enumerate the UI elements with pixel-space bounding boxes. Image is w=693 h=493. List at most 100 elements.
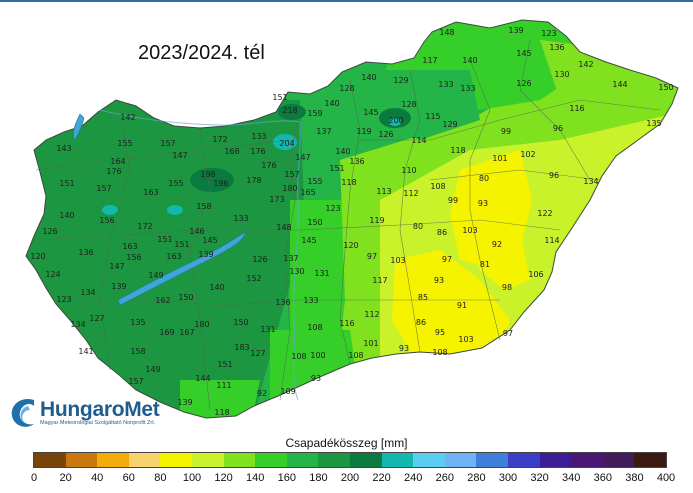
station-value: 131 [314, 269, 329, 278]
station-value: 133 [233, 214, 248, 223]
legend-color-swatch [97, 453, 129, 467]
station-value: 126 [378, 130, 393, 139]
legend-tick-label: 40 [91, 472, 104, 484]
station-value: 116 [569, 104, 584, 113]
station-value: 128 [339, 84, 354, 93]
station-value: 96 [549, 171, 559, 180]
station-value: 139 [111, 282, 126, 291]
station-value: 150 [178, 293, 193, 302]
legend-color-swatch [539, 453, 572, 467]
station-value: 86 [437, 228, 447, 237]
station-value: 80 [413, 222, 423, 231]
station-value: 146 [189, 227, 204, 236]
station-value: 147 [172, 151, 187, 160]
legend-color-swatch [191, 453, 224, 467]
legend-tick-label: 300 [498, 472, 518, 484]
station-value: 144 [195, 374, 210, 383]
legend-color-swatch [349, 453, 382, 467]
station-value: 169 [159, 328, 174, 337]
station-value: 108 [348, 351, 363, 360]
hungaromet-swirl-icon [11, 398, 34, 427]
legend-color-swatch [602, 453, 635, 467]
station-value: 150 [233, 318, 248, 327]
station-value: 106 [528, 270, 543, 279]
station-value: 123 [541, 29, 556, 38]
legend-color-swatch [634, 453, 666, 467]
station-value: 176 [261, 161, 276, 170]
station-value: 92 [492, 240, 502, 249]
legend-tick-label: 180 [309, 472, 328, 484]
station-value: 117 [372, 276, 387, 285]
station-value: 136 [549, 43, 564, 52]
station-value: 176 [250, 147, 265, 156]
legend-tick-label: 380 [625, 472, 644, 484]
station-value: 103 [462, 226, 477, 235]
station-value: 168 [224, 147, 239, 156]
station-value: 96 [553, 124, 563, 133]
station-value: 135 [646, 119, 661, 128]
station-value: 137 [316, 127, 331, 136]
station-value: 159 [307, 109, 322, 118]
legend-color-swatch [34, 453, 66, 467]
station-value: 139 [177, 398, 192, 407]
station-value: 129 [442, 120, 457, 129]
station-value: 126 [252, 255, 267, 264]
station-value: 142 [578, 60, 593, 69]
legend-tick-label: 320 [530, 472, 549, 484]
station-value: 156 [99, 216, 114, 225]
station-value: 120 [30, 252, 45, 261]
station-value: 140 [335, 147, 350, 156]
logo-subtitle: Magyar Meteorológiai Szolgáltató Nonprof… [40, 420, 156, 426]
station-value: 129 [393, 76, 408, 85]
legend-tick-label: 20 [59, 472, 72, 484]
station-value: 108 [432, 348, 447, 357]
station-value: 167 [179, 328, 194, 337]
station-value: 163 [122, 242, 137, 251]
legend-color-swatch [444, 453, 477, 467]
station-value: 112 [364, 310, 379, 319]
legend-tick-label: 160 [277, 472, 296, 484]
station-value: 141 [78, 347, 93, 356]
station-value: 140 [59, 211, 74, 220]
legend-tick-label: 120 [214, 472, 233, 484]
station-value: 126 [42, 227, 57, 236]
station-value: 117 [422, 56, 437, 65]
station-value: 155 [117, 139, 132, 148]
legend-tick-label: 260 [435, 472, 454, 484]
station-value: 111 [216, 381, 231, 390]
station-value: 151 [272, 93, 287, 102]
lake-balaton [117, 231, 247, 306]
station-value: 204 [279, 139, 294, 148]
station-value: 148 [439, 28, 454, 37]
station-value: 145 [516, 49, 531, 58]
station-value: 123 [56, 295, 71, 304]
legend-tick-label: 240 [404, 472, 423, 484]
legend-color-swatch [160, 453, 192, 467]
station-value: 128 [401, 100, 416, 109]
station-value: 102 [520, 150, 535, 159]
station-value: 152 [246, 274, 261, 283]
legend-tick-label: 200 [340, 472, 360, 484]
station-value: 108 [307, 323, 322, 332]
legend-color-swatch [318, 453, 350, 467]
station-value: 151 [217, 360, 232, 369]
station-value: 180 [194, 320, 209, 329]
station-value: 93 [311, 374, 321, 383]
station-value: 157 [128, 377, 143, 386]
station-value: 124 [45, 270, 60, 279]
station-value: 133 [460, 84, 475, 93]
station-value: 139 [508, 26, 523, 35]
legend-color-swatch [413, 453, 445, 467]
station-value: 136 [275, 298, 290, 307]
station-value: 97 [503, 329, 513, 338]
station-value: 123 [325, 204, 340, 213]
station-value: 145 [202, 236, 217, 245]
station-value: 147 [295, 153, 310, 162]
station-value: 122 [537, 209, 552, 218]
station-value: 165 [300, 188, 315, 197]
legend-tick-label: 0 [30, 472, 38, 484]
station-value: 93 [478, 199, 488, 208]
legend-tick-label: 100 [182, 472, 202, 484]
station-value: 81 [480, 260, 490, 269]
